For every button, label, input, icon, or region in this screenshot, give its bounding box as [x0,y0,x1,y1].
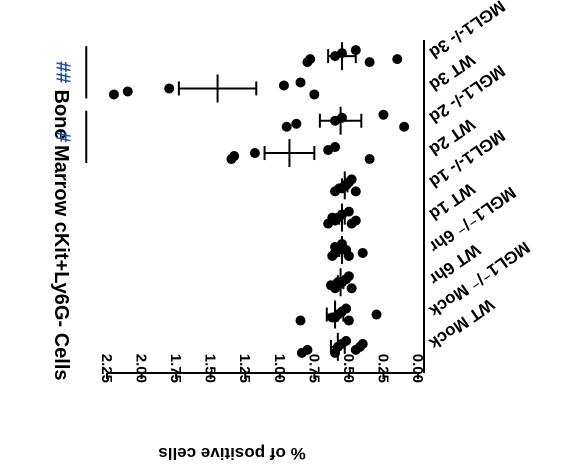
y-tick-label: 0.50 [340,354,357,383]
data-point [122,86,133,97]
data-point [343,271,354,282]
data-point [371,309,382,320]
data-point [350,186,361,197]
data-point [392,54,403,65]
y-axis-title: % of positive cells [158,444,305,463]
y-tick-label: 1.50 [202,354,219,383]
data-point [346,283,357,294]
y-tick-label: 1.25 [236,354,253,383]
data-point [249,148,260,159]
data-point [364,154,375,165]
data-point [399,121,410,132]
data-point [229,151,240,162]
y-tick-label: 0.25 [374,354,391,383]
data-point [295,315,306,326]
data-point [291,118,302,129]
y-tick-label: 1.00 [271,354,288,383]
data-point [327,212,338,223]
data-point [278,80,289,91]
data-point [378,109,389,120]
y-tick-label: 2.25 [98,354,115,383]
data-point [341,335,352,346]
data-point [343,315,354,326]
data-point [281,121,292,132]
data-point [305,54,316,65]
data-point [295,77,306,88]
data-point [341,244,352,255]
data-point [309,89,320,100]
y-tick-label: 0.75 [305,354,322,383]
significance-marker: # [53,131,75,142]
data-point [330,142,341,153]
data-point [108,89,119,100]
data-point [302,344,313,355]
y-tick-label: 1.75 [167,354,184,383]
data-point [346,174,357,185]
data-point [364,57,375,68]
data-point [357,247,368,258]
plot-area: 0.00 0.25 0.50 0.75 1.00 1.25 1.50 1.75 2.00 2.25… [53,0,533,383]
y-tick-label: 2.00 [133,354,150,383]
data-point [164,83,175,94]
chart-title: Bone Marrow cKit+Ly6G- Cells [50,90,72,381]
data-point [330,241,341,252]
data-point [357,338,368,349]
data-point [350,215,361,226]
y-tick-label: 0.00 [409,354,426,383]
significance-marker: ## [53,61,75,83]
